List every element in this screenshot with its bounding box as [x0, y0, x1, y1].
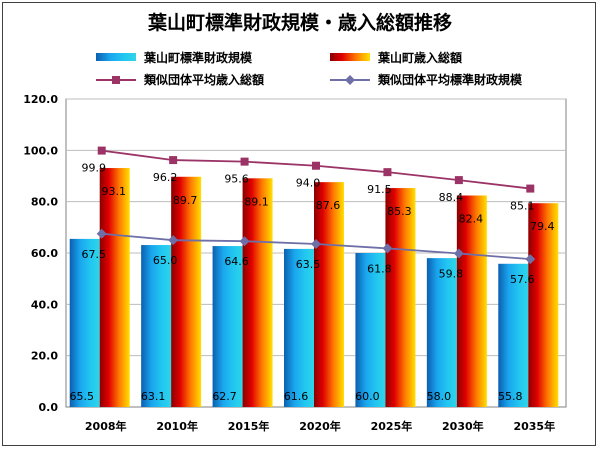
- bar-standard-scale: [212, 246, 243, 407]
- line-point-square: [312, 161, 320, 170]
- y-tick-label: 0.0: [39, 401, 59, 414]
- line-point-diamond: [168, 235, 179, 246]
- data-label: 58.0: [427, 390, 452, 403]
- bar-standard-scale: [141, 245, 172, 407]
- bar-standard-scale: [498, 263, 529, 407]
- bar-total-revenue: [99, 168, 130, 407]
- legend-swatch: [330, 53, 370, 61]
- legend-marker: [112, 76, 120, 84]
- data-label: 55.8: [498, 390, 523, 403]
- line-point-diamond: [239, 236, 250, 247]
- data-label: 93.1: [101, 185, 126, 198]
- data-label: 61.6: [284, 390, 309, 403]
- x-tick-label: 2025年: [371, 419, 413, 433]
- data-label: 82.4: [459, 213, 484, 226]
- legend-label: 葉山町歳入総額: [377, 50, 462, 65]
- data-label: 61.8: [367, 262, 392, 275]
- data-label: 63.5: [296, 258, 321, 271]
- y-tick-label: 40.0: [31, 298, 58, 311]
- x-tick-label: 2010年: [156, 419, 198, 433]
- legend-marker: [345, 75, 355, 85]
- data-label: 99.9: [81, 162, 106, 175]
- line-point-diamond: [96, 228, 107, 239]
- line-point-square: [97, 146, 106, 155]
- line-point-diamond: [453, 248, 464, 259]
- x-tick-label: 2035年: [513, 419, 555, 433]
- line-point-diamond: [382, 243, 393, 254]
- data-label: 91.5: [367, 183, 392, 196]
- data-label: 59.8: [439, 268, 464, 281]
- y-tick-label: 60.0: [31, 247, 58, 260]
- data-label: 95.6: [224, 173, 249, 186]
- data-label: 85.1: [510, 200, 535, 213]
- x-tick-label: 2015年: [228, 419, 270, 433]
- bar-total-revenue: [456, 195, 487, 407]
- data-label: 65.5: [69, 390, 94, 403]
- data-label: 79.4: [530, 220, 555, 233]
- data-label: 62.7: [212, 390, 237, 403]
- data-label: 96.2: [153, 171, 178, 184]
- y-tick-label: 80.0: [31, 196, 58, 209]
- bar-total-revenue: [385, 188, 416, 407]
- data-label: 88.4: [439, 191, 464, 204]
- x-axis-ticks: 2008年 2010年 2015年 2020年 2025年 2030年 2035年: [85, 419, 555, 433]
- y-tick-label: 100.0: [23, 144, 58, 157]
- bar-standard-scale: [69, 238, 100, 407]
- data-label: 87.6: [316, 199, 341, 212]
- x-tick-label: 2008年: [85, 419, 127, 433]
- lines: [96, 146, 536, 265]
- bar-standard-scale: [426, 258, 457, 407]
- bar-standard-scale: [284, 248, 314, 407]
- data-label: 57.6: [510, 273, 535, 286]
- bar-total-revenue: [242, 178, 273, 407]
- legend-label: 類似団体平均標準財政規模: [377, 72, 523, 87]
- data-label: 65.0: [153, 254, 178, 267]
- bar-total-revenue: [314, 182, 344, 407]
- data-labels: 65.5 63.1 62.7 61.6 60.0 58.0 55.8 93.1 89.7 89.1…: [69, 162, 554, 403]
- y-axis-ticks: 0.0 20.0 40.0 60.0 80.0 100.0 120.0: [23, 93, 58, 414]
- data-label: 94.0: [296, 177, 321, 190]
- bar-total-revenue: [171, 176, 202, 407]
- line-point-square: [454, 176, 463, 185]
- x-tick-label: 2020年: [299, 419, 341, 433]
- legend-label: 葉山町標準財政規模: [143, 50, 253, 65]
- bars: [69, 168, 559, 407]
- data-label: 89.1: [244, 195, 269, 208]
- data-label: 67.5: [81, 248, 106, 261]
- line-point-diamond: [311, 239, 321, 250]
- chart-title: 葉山町標準財政規模・歳入総額推移: [147, 11, 452, 34]
- line-point-square: [169, 156, 178, 165]
- x-tick-label: 2030年: [442, 419, 484, 433]
- legend-label: 類似団体平均歳入総額: [143, 72, 264, 87]
- line-point-square: [526, 184, 535, 193]
- y-tick-label: 120.0: [23, 93, 58, 106]
- data-label: 85.3: [387, 205, 412, 218]
- bar-total-revenue: [528, 203, 559, 407]
- line-point-square: [240, 157, 249, 166]
- line-point-square: [383, 168, 392, 177]
- line-point-diamond: [525, 254, 536, 265]
- data-label: 89.7: [173, 194, 198, 207]
- data-label: 64.6: [224, 255, 249, 268]
- legend-swatch: [96, 53, 136, 61]
- plot-area: 0.0 20.0 40.0 60.0 80.0 100.0 120.0 65.5 63.1 62…: [23, 93, 567, 433]
- data-label: 63.1: [141, 390, 166, 403]
- data-label: 60.0: [355, 390, 380, 403]
- bar-standard-scale: [355, 253, 386, 407]
- y-tick-label: 20.0: [31, 350, 58, 363]
